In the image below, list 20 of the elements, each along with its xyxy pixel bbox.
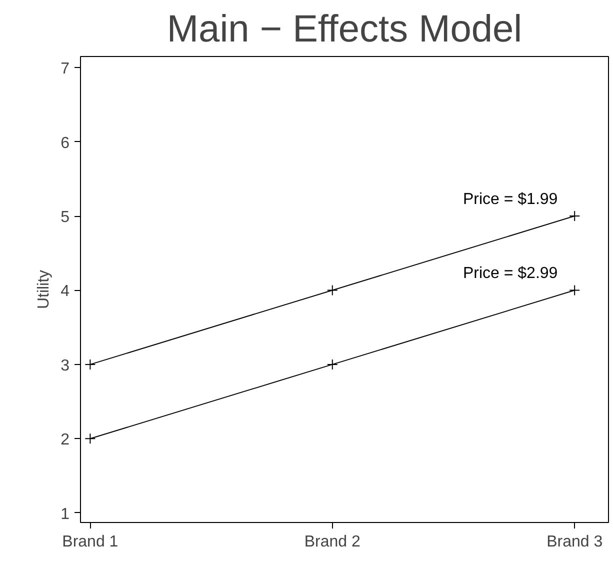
- point: [326, 358, 338, 370]
- point: [326, 284, 338, 296]
- series-label: Price = $1.99: [462, 191, 558, 208]
- y-axis-title: Utility: [36, 270, 53, 310]
- chart-title: Main − Effects Model: [166, 8, 522, 50]
- series-label: Price = $2.99: [462, 265, 558, 282]
- y-tick-label: 2: [60, 432, 70, 449]
- point: [84, 358, 96, 370]
- x-tick-label: Brand 3: [546, 534, 603, 550]
- point: [569, 284, 580, 296]
- y-tick-label: 3: [60, 357, 70, 374]
- x-tick-label: Brand 2: [304, 534, 361, 550]
- point: [84, 433, 96, 444]
- y-tick-label: 1: [60, 506, 70, 523]
- y-tick-label: 6: [60, 134, 70, 152]
- y-tick-label: 5: [60, 209, 70, 226]
- y-tick-label: 7: [60, 60, 70, 78]
- point: [569, 210, 580, 222]
- y-tick-label: 4: [60, 283, 70, 300]
- x-tick-label: Brand 1: [62, 534, 118, 550]
